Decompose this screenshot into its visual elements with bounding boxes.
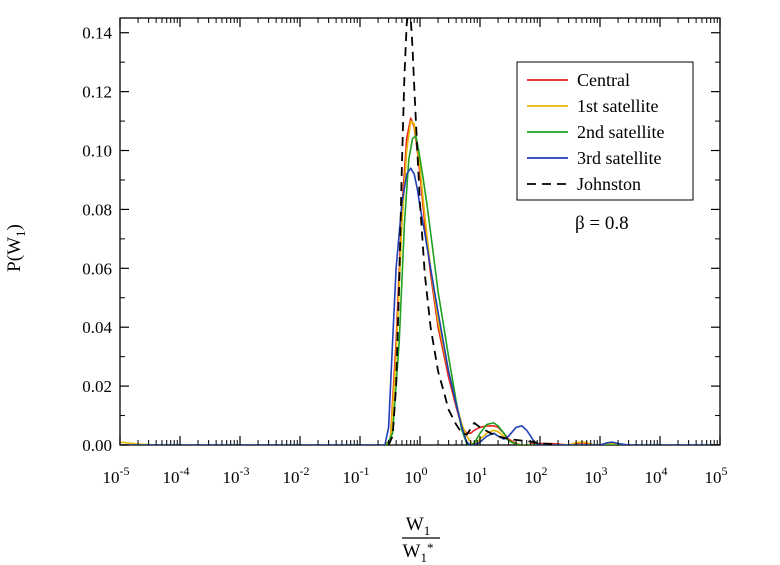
x-tick-label: 104 xyxy=(645,464,668,487)
y-tick-label: 0.08 xyxy=(82,200,112,219)
axes-layer: 10-5 10-4 10-3 10-2 10-1 100 101 102 103 104 105 0.… xyxy=(82,18,728,487)
x-tick-label: 10-2 xyxy=(283,464,310,487)
y-tick-label: 0.10 xyxy=(82,142,112,161)
legend-label: 2nd satellite xyxy=(577,122,664,142)
legend-label: Johnston xyxy=(577,174,641,194)
series-line-1st-satellite xyxy=(120,120,720,445)
x-axis-label: W1 W1* xyxy=(402,514,440,565)
series-line-johnston xyxy=(387,18,559,445)
x-tick-label: 10-1 xyxy=(343,464,370,487)
legend: Central 1st satellite 2nd satellite 3rd sat… xyxy=(516,61,694,201)
y-tick-label: 0.02 xyxy=(82,377,112,396)
legend-label: 1st satellite xyxy=(577,96,658,116)
x-tick-label: 10-4 xyxy=(163,464,190,487)
x-tick-label: 101 xyxy=(465,464,488,487)
x-tick-label: 102 xyxy=(525,464,548,487)
y-tick-label: 0.04 xyxy=(82,318,112,337)
beta-annotation: β = 0.8 xyxy=(575,213,629,234)
x-tick-label: 10-3 xyxy=(223,464,250,487)
x-tick-label: 103 xyxy=(585,464,608,487)
y-tick-label: 0.12 xyxy=(82,83,112,102)
series-layer xyxy=(120,18,720,445)
x-axis-label-denominator: W1* xyxy=(403,540,434,565)
y-tick-label: 0.14 xyxy=(82,24,112,43)
x-tick-label: 105 xyxy=(705,464,728,487)
x-tick-label: 100 xyxy=(405,464,428,487)
legend-box xyxy=(516,61,694,201)
y-axis-label: P(W1) xyxy=(4,224,28,272)
y-tick-label: 0.06 xyxy=(82,259,112,278)
x-axis-label-numerator: W1 xyxy=(406,514,430,538)
y-tick-label: 0.00 xyxy=(82,436,112,455)
legend-label: 3rd satellite xyxy=(577,148,661,168)
x-tick-label: 10-5 xyxy=(103,464,130,487)
series-line-2nd-satellite xyxy=(120,135,720,445)
legend-label: Central xyxy=(577,70,630,90)
